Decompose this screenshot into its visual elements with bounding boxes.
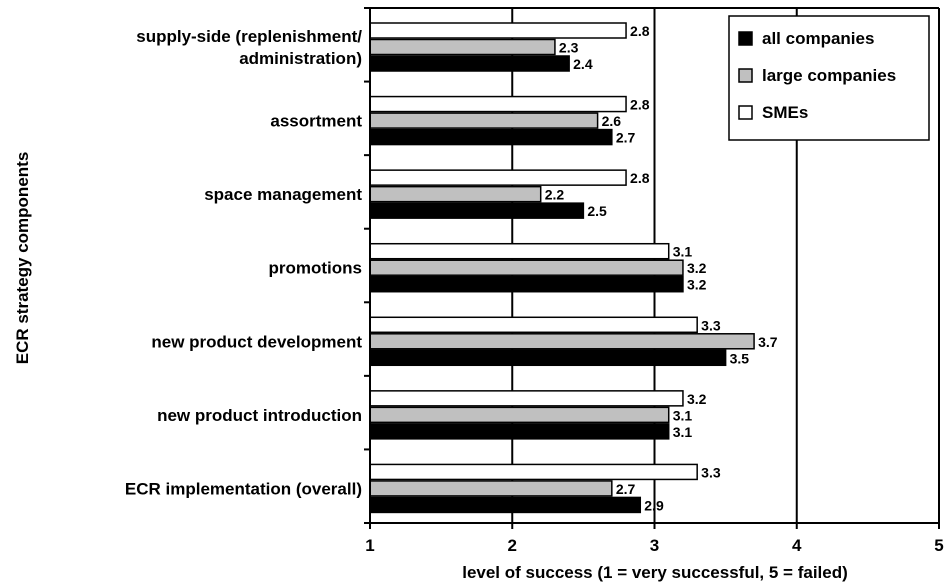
labels: supply-side (replenishment/administratio… [125, 23, 778, 513]
bar-all-companies [369, 275, 684, 293]
data-label: 2.5 [587, 203, 607, 219]
legend: all companies large companies SMEs [728, 15, 930, 141]
x-tick-label-2: 2 [508, 536, 517, 555]
bar-smes [369, 316, 698, 334]
category-label: administration) [239, 49, 362, 68]
data-label: 2.8 [630, 97, 650, 113]
x-tick-label-3: 3 [650, 536, 659, 555]
data-label: 3.1 [673, 244, 693, 260]
legend-label: large companies [762, 66, 896, 85]
bar-all-companies [369, 496, 642, 514]
bar-smes [369, 242, 670, 260]
data-label: 2.8 [630, 170, 650, 186]
bar-all-companies [369, 349, 727, 367]
bar-large-companies [369, 185, 542, 203]
bar-large-companies [369, 112, 599, 129]
bar-large-companies [369, 38, 556, 56]
category-label: ECR implementation (overall) [125, 479, 362, 498]
data-label: 3.2 [687, 277, 707, 293]
data-label: 3.5 [730, 350, 750, 366]
category-label: space management [204, 185, 362, 204]
bar-large-companies [369, 333, 755, 350]
data-label: 2.9 [644, 497, 664, 513]
bar-large-companies [369, 259, 684, 276]
legend-swatch-smes [738, 105, 753, 120]
bars [369, 22, 755, 514]
bar-smes [369, 390, 684, 407]
bar-smes [369, 463, 698, 481]
axes: 1 2 3 4 5 [364, 7, 944, 555]
category-label: assortment [270, 112, 362, 131]
data-label: 2.6 [602, 113, 622, 129]
category-label: supply-side (replenishment/ [136, 27, 362, 46]
data-label: 3.3 [701, 464, 721, 480]
bar-all-companies [369, 202, 585, 219]
x-tick-label-5: 5 [934, 536, 943, 555]
data-label: 2.2 [545, 187, 565, 203]
bar-smes [369, 22, 627, 39]
legend-label: SMEs [762, 103, 808, 122]
data-label: 2.3 [559, 40, 579, 56]
data-label: 2.8 [630, 23, 650, 39]
data-label: 2.7 [616, 481, 636, 497]
category-label: new product introduction [157, 406, 362, 425]
y-axis-title: ECR strategy components [13, 152, 32, 365]
bar-large-companies [369, 480, 613, 497]
bar-all-companies [369, 55, 570, 72]
data-label: 3.7 [758, 334, 778, 350]
category-label: promotions [269, 259, 363, 278]
bar-smes [369, 169, 627, 186]
category-label: new product development [151, 332, 362, 351]
data-label: 3.2 [687, 260, 707, 276]
x-tick-label-4: 4 [792, 536, 802, 555]
data-label: 2.7 [616, 130, 636, 146]
legend-box [728, 15, 930, 141]
bar-large-companies [369, 406, 670, 424]
data-label: 3.2 [687, 391, 707, 407]
x-axis-title: level of success (1 = very successful, 5… [462, 563, 848, 582]
legend-swatch-large-companies [738, 68, 753, 83]
x-tick-label-1: 1 [365, 536, 374, 555]
data-label: 2.4 [573, 56, 593, 72]
bar-all-companies [369, 128, 613, 146]
data-label: 3.1 [673, 407, 693, 423]
data-label: 3.1 [673, 424, 693, 440]
bar-smes [369, 95, 627, 113]
data-label: 3.3 [701, 317, 721, 333]
legend-swatch-all-companies [738, 31, 753, 46]
bar-all-companies [369, 423, 670, 440]
legend-label: all companies [762, 29, 874, 48]
